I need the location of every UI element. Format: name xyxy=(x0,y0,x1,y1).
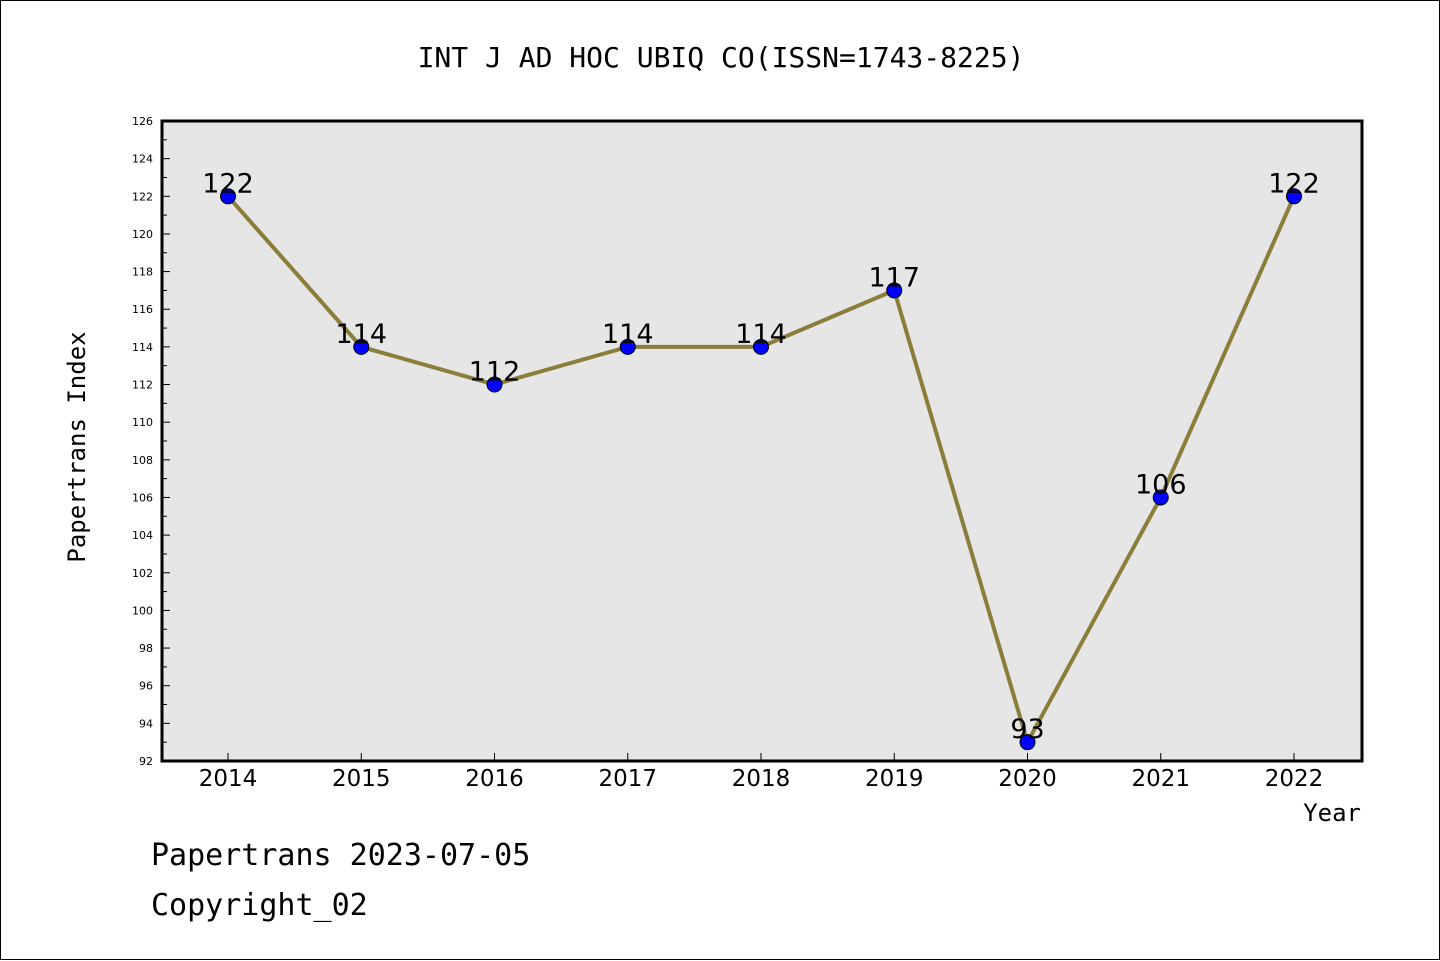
y-tick-label: 118 xyxy=(132,266,153,279)
y-tick-label: 124 xyxy=(132,153,153,166)
y-tick-label: 100 xyxy=(132,604,153,617)
plot-area xyxy=(160,119,1364,763)
data-point xyxy=(1152,489,1169,506)
x-tick-label: 2015 xyxy=(332,766,391,792)
x-tick-label: 2021 xyxy=(1131,766,1190,792)
y-tick-label: 110 xyxy=(132,416,153,429)
data-label: 93 xyxy=(1010,714,1044,745)
data-point xyxy=(220,188,236,205)
x-tick-label: 2014 xyxy=(199,766,258,792)
data-label: 114 xyxy=(735,319,787,350)
x-tick-label: 2022 xyxy=(1265,766,1324,792)
data-point xyxy=(619,338,636,355)
y-tick-label: 108 xyxy=(132,454,153,467)
y-tick-label: 92 xyxy=(139,755,153,768)
x-tick-label: 2016 xyxy=(465,766,524,792)
y-tick-label: 126 xyxy=(132,115,153,128)
points-group xyxy=(220,188,1302,751)
data-point xyxy=(353,338,370,355)
chart-title: INT J AD HOC UBIQ CO(ISSN=1743-8225) xyxy=(418,41,1025,74)
x-tick-label: 2018 xyxy=(732,766,791,792)
y-tick-label: 102 xyxy=(132,567,153,580)
data-point xyxy=(1286,188,1302,205)
data-point xyxy=(486,376,503,393)
data-label: 114 xyxy=(602,319,654,350)
x-axis: 2014 2015 2016 2017 2018 2019 2020 2021 2022 xyxy=(199,753,1324,792)
x-tick-label: 2017 xyxy=(598,766,657,792)
data-label: 112 xyxy=(469,357,521,388)
data-label: 122 xyxy=(1268,168,1320,199)
x-tick-label: 2019 xyxy=(865,766,924,792)
footer-copyright: Copyright_02 xyxy=(151,888,368,923)
y-tick-label: 106 xyxy=(132,491,153,504)
y-tick-label: 98 xyxy=(139,642,153,655)
x-axis-label: Year xyxy=(1303,799,1361,827)
y-tick-label: 114 xyxy=(132,341,153,354)
y-axis: 92 94 96 98 100 102 104 106 108 110 112 114 116 118 12… xyxy=(132,115,170,768)
data-point xyxy=(753,338,769,355)
data-point xyxy=(886,282,903,299)
data-labels-group: 122 114 112 114 114 117 93 106 122 xyxy=(202,168,1320,745)
y-tick-label: 122 xyxy=(132,190,153,203)
footer-date: Papertrans 2023-07-05 xyxy=(151,838,530,873)
x-tick-label: 2020 xyxy=(998,766,1057,792)
y-axis-label: Papertrans Index xyxy=(63,331,91,562)
y-tick-label: 96 xyxy=(139,680,153,693)
data-point xyxy=(1019,734,1036,751)
y-tick-label: 94 xyxy=(139,717,153,730)
data-label: 117 xyxy=(868,262,920,293)
data-label: 106 xyxy=(1135,469,1187,500)
y-tick-label: 112 xyxy=(132,379,153,392)
y-tick-label: 120 xyxy=(132,228,153,241)
y-tick-label: 104 xyxy=(132,529,153,542)
y-tick-label: 116 xyxy=(132,303,153,316)
data-label: 114 xyxy=(335,319,387,350)
data-label: 122 xyxy=(202,168,254,199)
